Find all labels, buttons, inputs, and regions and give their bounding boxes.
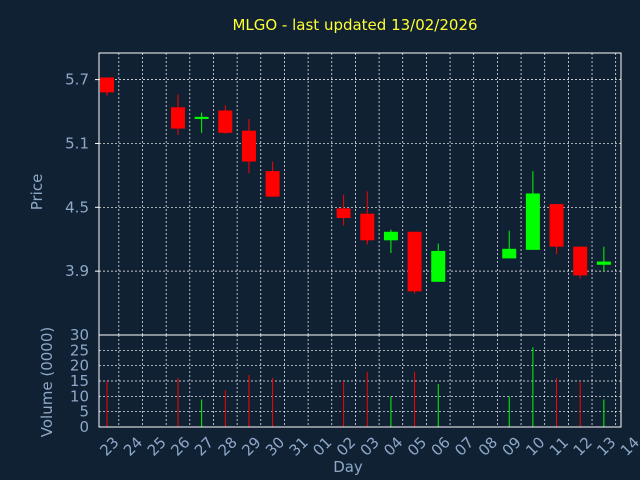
price-tick-label: 4.5 [65,198,89,216]
volume-grid [99,335,621,427]
candle-body [383,231,398,241]
volume-tick-label: 10 [70,387,89,405]
candle-12 [573,246,588,279]
candle-11 [549,204,564,255]
candle-29 [241,118,256,174]
candle-28 [218,105,233,134]
price-tick-label: 5.1 [65,134,89,152]
candle-body [502,248,517,259]
candle-body [170,107,185,129]
candle-body [431,250,446,282]
price-y-ticks: 3.9 4.5 5.1 5.7 [65,71,99,280]
candle-06 [431,243,446,282]
candle-body [360,213,375,241]
candle-body [100,77,114,93]
candle-13 [596,246,611,272]
candle-body [194,116,209,119]
candle-04 [383,229,398,254]
price-panel: 3.9 4.5 5.1 5.7 Price [28,52,622,336]
candle-30 [265,161,280,197]
price-candles [100,77,611,294]
candle-body [336,208,351,218]
candle-body [241,130,256,162]
candle-body [596,261,611,265]
price-grid [99,53,621,335]
candle-body [525,193,540,250]
volume-axis-label: Volume (0000) [38,327,56,437]
volume-tick-label: 0 [79,418,89,436]
volume-tick-label: 20 [70,357,89,375]
candle-02 [336,194,351,226]
volume-bars [106,347,605,427]
volume-tick-label: 15 [70,372,89,390]
candle-10 [525,171,540,250]
candle-26 [170,94,185,135]
x-axis-ticks: 2324252627282930310102030405060708091011… [96,433,640,459]
volume-tick-label: 5 [79,403,89,421]
candle-body [265,171,280,197]
candle-23 [100,77,114,96]
candle-05 [407,231,422,294]
volume-tick-label: 25 [70,341,89,359]
volume-tick-label: 30 [70,326,89,344]
candle-body [573,246,588,276]
price-axis-label: Price [28,174,46,211]
candle-27 [194,112,209,133]
candle-body [407,231,422,292]
candle-03 [360,191,375,245]
x-tick-label: 14 [617,433,640,459]
candle-body [549,204,564,247]
price-tick-label: 3.9 [65,262,89,280]
volume-plot-frame [98,334,622,428]
candle-body [218,110,233,133]
price-tick-label: 5.7 [65,71,89,89]
candle-09 [502,230,517,259]
x-axis-label: Day [333,458,363,476]
chart-title: MLGO - last updated 13/02/2026 [232,16,477,34]
